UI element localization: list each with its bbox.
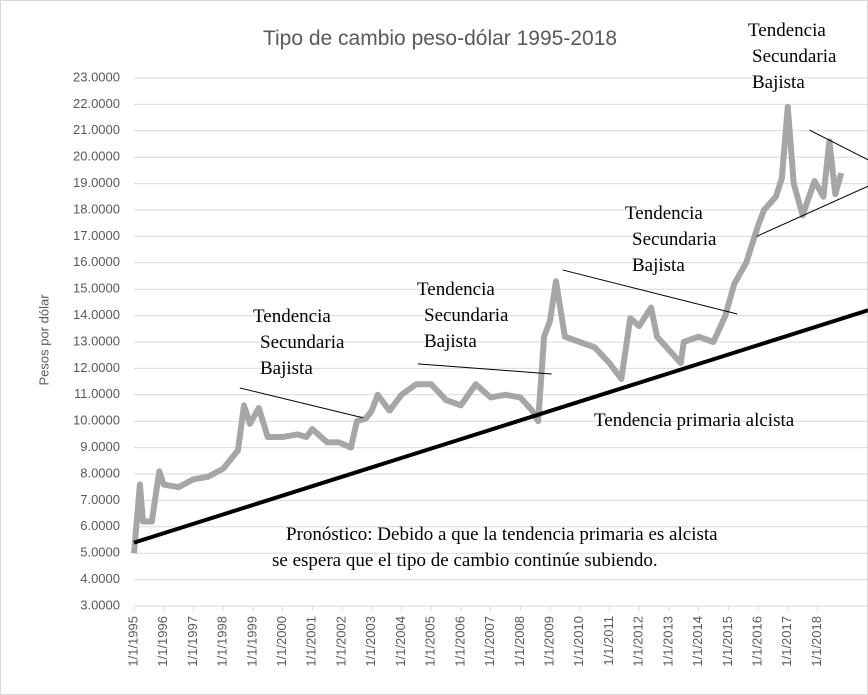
x-tick-label: 1/1/1996 [155,616,170,667]
annotation: Secundaria [632,229,717,250]
y-tick-label: 12.0000 [73,360,120,375]
x-tick-label: 1/1/2002 [333,616,348,667]
x-tick-label: 1/1/2007 [482,616,497,667]
x-tick-label: 1/1/2006 [452,616,467,667]
x-tick-label: 1/1/2009 [541,616,556,667]
y-tick-label: 4.0000 [80,571,120,586]
annotation: Tendencia [748,20,826,41]
y-tick-label: 8.0000 [80,465,120,480]
annotation: Bajista [632,255,685,276]
x-tick-label: 1/1/2000 [274,616,289,667]
x-tick-label: 1/1/1998 [215,616,230,667]
x-tick-label: 1/1/2008 [512,616,527,667]
y-tick-label: 19.0000 [73,175,120,190]
x-tick-label: 1/1/1995 [125,616,140,667]
x-tick-label: 1/1/1999 [244,616,259,667]
y-tick-label: 10.0000 [73,413,120,428]
y-tick-label: 23.0000 [73,69,120,84]
annotation: Tendencia primaria alcista [594,410,795,431]
primary-trend-line [133,308,868,545]
annotation: Tendencia [417,279,495,300]
annotation: Tendencia [625,203,703,224]
annotation: Tendencia [253,306,331,327]
y-tick-label: 9.0000 [80,439,120,454]
annotation: Secundaria [260,332,345,353]
y-tick-label: 17.0000 [73,228,120,243]
secondary-trend-line [562,269,738,315]
y-tick-label: 13.0000 [73,333,120,348]
y-tick-label: 22.0000 [73,96,120,111]
secondary-trend-line [417,363,552,375]
x-tick-label: 1/1/2012 [631,616,646,667]
x-tick-label: 1/1/2015 [720,616,735,667]
x-tick-label: 1/1/2011 [601,616,616,666]
annotation: Bajista [260,358,313,379]
x-tick-label: 1/1/2001 [304,616,319,667]
y-tick-label: 5.0000 [80,545,120,560]
secondary-trend-line [809,129,868,161]
y-tick-label: 20.0000 [73,149,120,164]
y-tick-label: 21.0000 [73,122,120,137]
y-tick-label: 16.0000 [73,254,120,269]
y-tick-label: 11.0000 [74,386,120,401]
y-tick-label: 14.0000 [73,307,120,322]
y-tick-label: 6.0000 [80,518,120,533]
annotation: Bajista [424,331,477,352]
y-tick-label: 15.0000 [73,281,120,296]
annotation: Secundaria [752,46,837,67]
annotation: Secundaria [424,305,509,326]
x-tick-label: 1/1/1997 [185,616,200,667]
y-tick-label: 3.0000 [80,597,120,612]
x-tick-label: 1/1/2005 [423,616,438,667]
y-axis-label: Pesos por dólar [36,294,51,386]
annotation: Bajista [752,72,805,93]
y-tick-label: 7.0000 [80,492,120,507]
x-tick-label: 1/1/2003 [363,616,378,667]
x-tick-label: 1/1/2014 [690,616,705,667]
y-tick-label: 18.0000 [73,201,120,216]
x-tick-label: 1/1/2017 [779,616,794,667]
x-tick-label: 1/1/2018 [809,616,824,667]
secondary-trend-line [239,387,363,419]
x-tick-label: 1/1/2016 [749,616,764,667]
x-tick-label: 1/1/2004 [393,616,408,667]
chart-title: Tipo de cambio peso-dólar 1995-2018 [263,27,617,50]
annotation: se espera que el tipo de cambio continúe… [272,550,658,571]
annotation: Pronóstico: Debido a que la tendencia pr… [286,524,718,545]
x-tick-label: 1/1/2010 [571,616,586,667]
x-tick-label: 1/1/2013 [660,616,675,667]
secondary-trend-line [756,185,868,237]
exchange-rate-line [131,104,845,554]
